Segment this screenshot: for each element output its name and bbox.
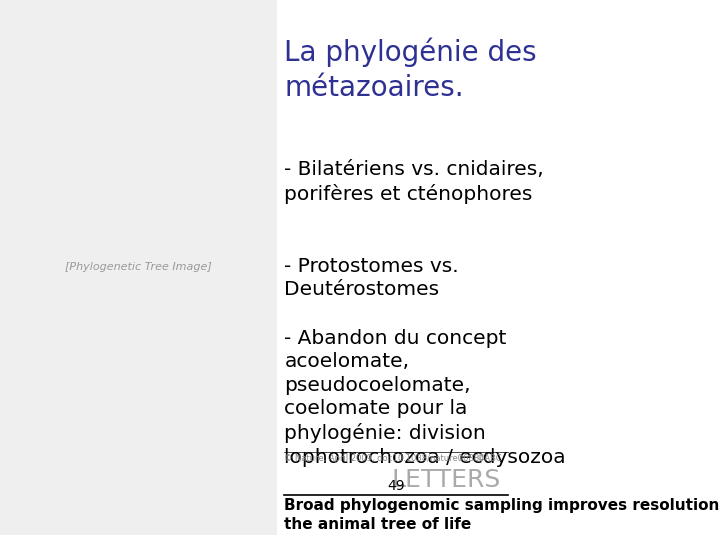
Text: ©ABC: ©ABC <box>477 455 503 463</box>
Text: - Abandon du concept
acoelomate,
pseudocoelomate,
coelomate pour la
phylogénie: : - Abandon du concept acoelomate, pseudoc… <box>284 329 566 467</box>
Text: [Phylogenetic Tree Image]: [Phylogenetic Tree Image] <box>65 262 212 272</box>
Text: La phylogénie des
métazoaires.: La phylogénie des métazoaires. <box>284 37 537 102</box>
Text: Broad phylogenomic sampling improves resolution of
the animal tree of life: Broad phylogenomic sampling improves res… <box>284 498 720 532</box>
Text: © Nature, April 2009, doi:10.1038/nature06884: © Nature, April 2009, doi:10.1038/nature… <box>284 455 485 463</box>
Text: - Bilatériens vs. cnidaires,
porifères et cténophores: - Bilatériens vs. cnidaires, porifères e… <box>284 160 544 204</box>
Text: - Protostomes vs.
Deutérostomes: - Protostomes vs. Deutérostomes <box>284 256 459 299</box>
Text: 49: 49 <box>387 479 405 493</box>
Text: LETTERS: LETTERS <box>391 468 500 492</box>
Bar <box>0 0 276 535</box>
